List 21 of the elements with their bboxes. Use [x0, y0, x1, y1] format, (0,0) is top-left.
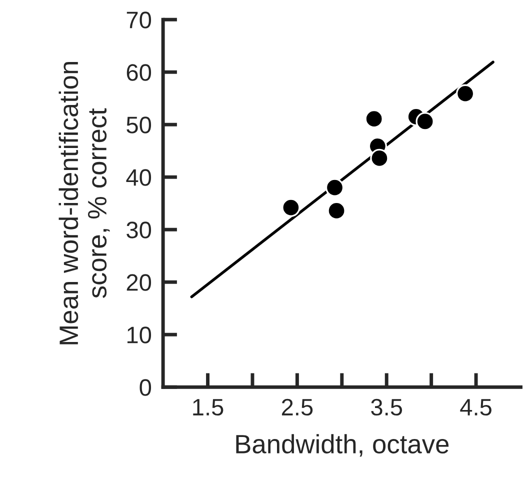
- y-tick-label: 60: [126, 64, 152, 81]
- y-tick-label: 10: [127, 326, 152, 344]
- x-tick-label: 2.5: [282, 398, 313, 416]
- y-tick-label: 70: [126, 12, 152, 28]
- point: [325, 178, 344, 197]
- x-axis-title: Bandwidth, octave: [236, 434, 449, 457]
- point: [370, 148, 389, 168]
- point: [416, 112, 434, 131]
- y-tick-label: 0: [140, 379, 152, 396]
- point: [327, 201, 346, 220]
- y-tick-label: 50: [126, 116, 152, 134]
- x-tick-label: 4.5: [460, 399, 492, 416]
- x-tick-label: 1.5: [193, 399, 224, 416]
- x-tick-label: 3.5: [371, 398, 402, 416]
- y-axis-title: Mean word-identification score, % correct: [58, 62, 110, 344]
- y-tick-label: 40: [126, 169, 152, 186]
- point: [456, 84, 475, 103]
- point: [364, 109, 384, 128]
- y-tick-label: 20: [126, 274, 152, 291]
- y-tick-label: 30: [126, 222, 152, 238]
- point: [282, 198, 300, 217]
